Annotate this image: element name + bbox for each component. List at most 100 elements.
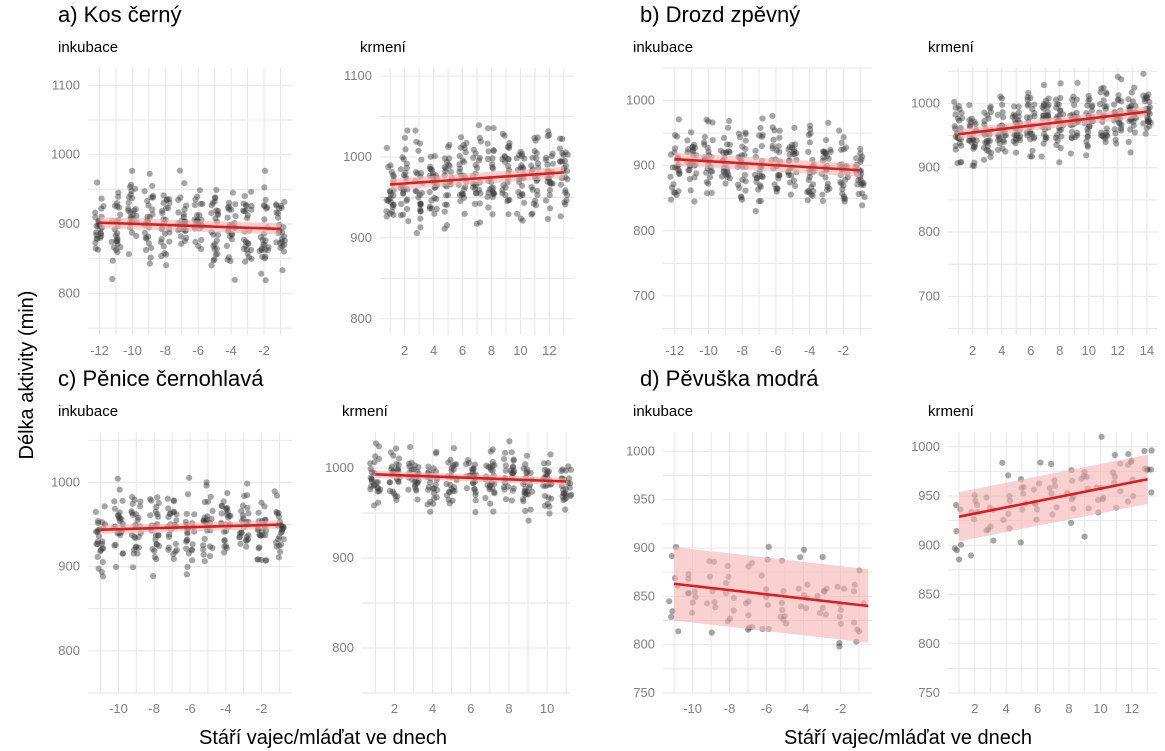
data-point	[736, 134, 744, 141]
data-point	[855, 177, 862, 184]
data-point	[151, 553, 158, 561]
data-point	[955, 102, 962, 110]
data-point	[786, 151, 793, 158]
data-point	[548, 153, 555, 160]
data-point	[1010, 111, 1017, 118]
data-point	[547, 180, 554, 187]
data-point	[545, 468, 553, 475]
data-point	[443, 201, 450, 208]
data-point	[542, 483, 549, 490]
data-point	[487, 500, 494, 507]
data-point	[280, 224, 287, 231]
data-point	[111, 505, 118, 512]
data-point	[1086, 96, 1093, 103]
data-point	[742, 187, 749, 194]
data-point	[445, 496, 452, 503]
data-point	[545, 128, 552, 135]
data-point	[952, 125, 959, 132]
data-point	[110, 244, 117, 251]
data-point	[805, 148, 812, 155]
data-point	[153, 503, 160, 511]
x-tick-label: 4	[429, 701, 436, 716]
data-point	[92, 508, 99, 515]
data-point	[462, 149, 469, 156]
data-point	[549, 180, 556, 187]
data-point	[262, 167, 269, 174]
data-point	[149, 546, 156, 553]
data-point	[473, 190, 480, 197]
data-point	[125, 199, 132, 206]
data-point	[119, 497, 126, 504]
data-point	[741, 171, 749, 179]
data-point	[461, 210, 468, 217]
data-point	[542, 197, 550, 204]
data-point	[403, 164, 410, 172]
data-point	[1146, 123, 1153, 130]
data-point	[549, 150, 556, 157]
data-point	[485, 189, 492, 196]
data-point	[228, 236, 235, 243]
x-tick-label: 2	[969, 343, 976, 358]
data-point	[1043, 97, 1050, 104]
data-point	[275, 536, 282, 543]
data-point	[221, 543, 228, 550]
data-point	[203, 482, 210, 489]
data-point	[534, 187, 541, 194]
data-point	[255, 556, 262, 563]
data-point	[523, 469, 530, 477]
data-point	[402, 146, 409, 153]
data-point	[489, 188, 496, 195]
data-point	[1015, 109, 1023, 116]
data-point	[368, 469, 375, 476]
data-point	[112, 541, 119, 549]
data-point	[489, 485, 496, 492]
data-point	[428, 197, 435, 204]
data-point	[1143, 95, 1150, 102]
data-point	[240, 200, 247, 207]
y-tick-label: 900	[918, 537, 940, 552]
data-point	[966, 122, 973, 129]
data-point	[147, 496, 154, 503]
data-point	[261, 184, 268, 191]
data-point	[508, 497, 515, 504]
x-tick-label: -4	[798, 701, 810, 716]
data-point	[1031, 113, 1038, 120]
x-tick-label: 12	[1125, 701, 1139, 716]
data-point	[1144, 117, 1151, 124]
data-point	[1148, 447, 1155, 454]
data-point	[117, 244, 124, 251]
data-point	[546, 179, 554, 186]
data-point	[418, 156, 425, 163]
data-point	[144, 197, 151, 205]
y-tick-label: 750	[918, 685, 940, 700]
y-tick-label: 800	[918, 636, 940, 651]
data-point	[441, 208, 448, 215]
data-point	[456, 168, 463, 176]
data-point	[229, 231, 236, 238]
y-tick-label: 800	[350, 311, 372, 326]
data-point	[236, 534, 243, 541]
data-point	[94, 179, 101, 186]
data-point	[968, 139, 975, 146]
data-point	[225, 254, 232, 261]
data-point	[827, 148, 834, 155]
data-point	[240, 245, 248, 253]
data-point	[996, 140, 1003, 147]
data-point	[952, 142, 959, 150]
data-point	[395, 461, 402, 468]
data-point	[223, 505, 230, 512]
data-point	[95, 519, 102, 527]
data-point	[166, 238, 173, 245]
data-point	[1042, 112, 1049, 119]
data-point	[258, 246, 265, 254]
data-point	[367, 465, 374, 472]
data-point	[1055, 101, 1062, 108]
y-tick-label: 800	[58, 285, 80, 300]
data-point	[776, 127, 783, 134]
data-point	[985, 137, 992, 144]
data-point	[490, 190, 497, 197]
data-point	[114, 230, 121, 237]
data-point	[164, 495, 171, 502]
